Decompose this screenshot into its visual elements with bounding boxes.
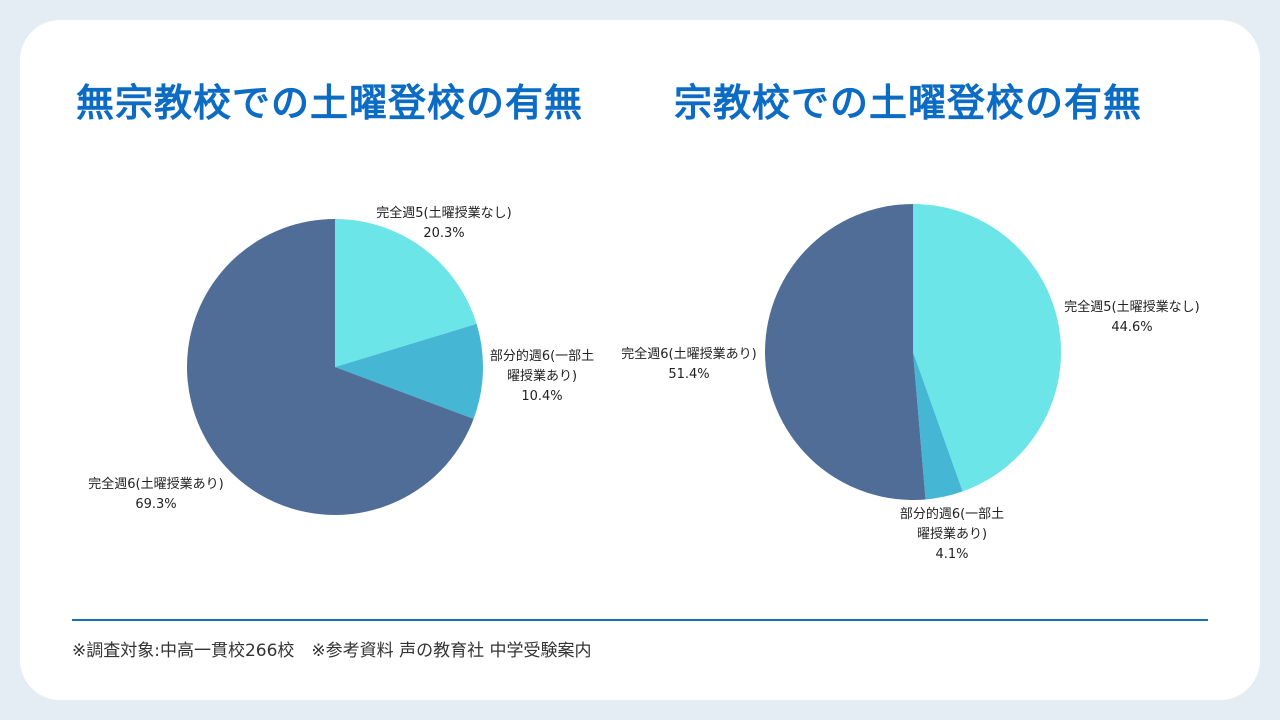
- pie-slice: [335, 323, 483, 419]
- slice-category-label: 部分的週6(一部土: [490, 348, 594, 364]
- footer-divider: [72, 619, 1208, 621]
- slice-percent-label: 44.6%: [1111, 320, 1152, 335]
- slice-percent-label: 69.3%: [135, 497, 176, 512]
- slice-category-label: 部分的週6(一部土: [900, 506, 1004, 522]
- slice-percent-label: 51.4%: [668, 367, 709, 382]
- slice-category-label: 完全週6(土曜授業あり): [88, 476, 223, 492]
- pie-slice: [187, 219, 474, 515]
- pie-slice: [913, 204, 1061, 492]
- slice-category-label: 曜授業あり): [917, 526, 987, 542]
- slice-category-label: 完全週6(土曜授業あり): [621, 346, 756, 362]
- pie-slice: [765, 204, 926, 500]
- right-chart-title: 宗教校での土曜登校の有無: [674, 81, 1143, 125]
- slice-percent-label: 10.4%: [521, 389, 562, 404]
- slice-percent-label: 20.3%: [423, 226, 464, 241]
- slice-category-label: 完全週5(土曜授業なし): [1064, 299, 1199, 315]
- left-chart-title: 無宗教校での土曜登校の有無: [76, 81, 584, 125]
- pie-slice: [335, 219, 477, 367]
- slice-category-label: 完全週5(土曜授業なし): [376, 205, 511, 221]
- slice-category-label: 曜授業あり): [507, 368, 577, 384]
- slice-percent-label: 4.1%: [935, 547, 968, 562]
- pie-slice: [913, 352, 963, 500]
- source-footnote: ※調査対象:中高一貫校266校 ※参考資料 声の教育社 中学受験案内: [72, 641, 592, 661]
